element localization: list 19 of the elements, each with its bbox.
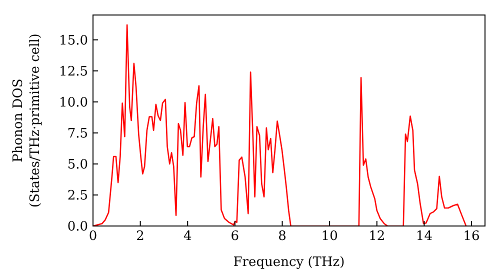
y-tick-label: 2.5 [67,188,88,204]
x-tick-label: 4 [183,229,192,244]
x-tick-label: 8 [278,229,286,244]
x-tick-label: 14 [416,229,432,244]
y-tick-label: 0.0 [67,220,88,235]
x-tick-label: 12 [368,229,386,244]
x-tick-label: 2 [136,229,144,244]
y-axis-title: Phonon DOS (States/THz·primitive cell) [11,33,43,208]
y-tick-label: 10.0 [59,95,88,110]
y-tick-label: 5.0 [67,158,88,173]
x-axis-title: Frequency (THz) [233,255,345,270]
y-tick-label: 15.0 [59,33,88,48]
y-tick-label: 7.5 [67,126,88,142]
x-tick-label: 6 [230,229,240,244]
x-tick-label: 16 [463,229,480,244]
x-tick-label: 0 [88,229,98,244]
line-series [93,24,467,226]
y-tick-label: 12.5 [59,64,88,80]
x-tick-label: 10 [321,229,338,244]
